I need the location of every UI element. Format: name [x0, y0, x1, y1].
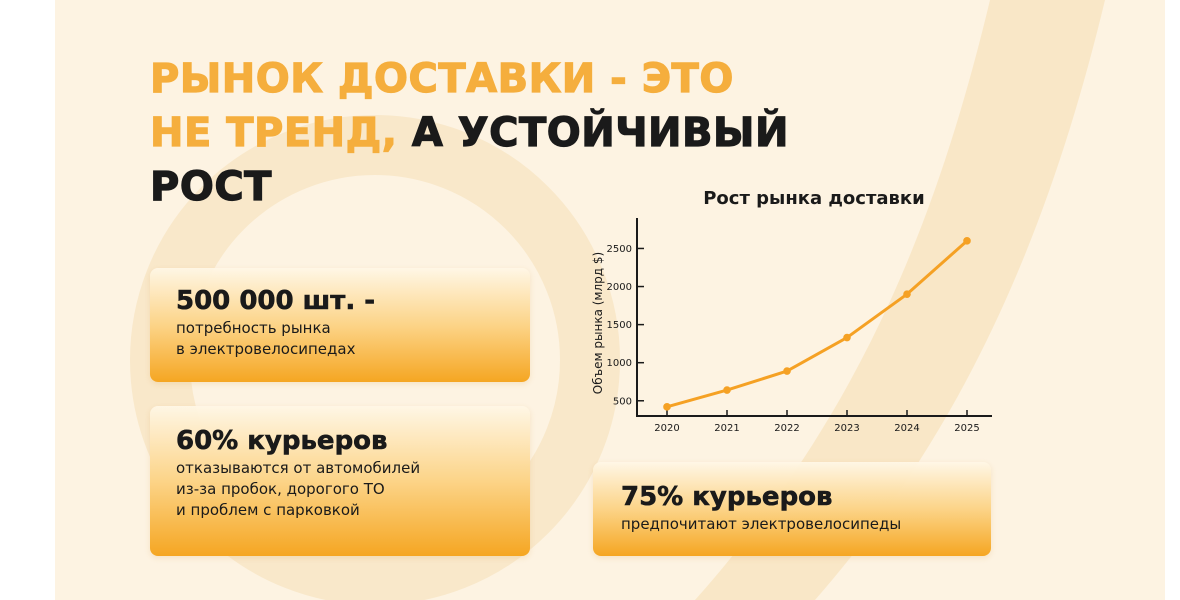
stat-card-text-line: предпочитают электровелосипеды — [621, 515, 902, 533]
y-tick-label: 500 — [613, 396, 632, 407]
stat-card-bikes-demand: 500 000 шт. - потребность рынка в электр… — [150, 268, 530, 382]
infographic-panel: Рынок доставки - это не тренд, а устойчив… — [55, 0, 1165, 600]
data-point-2021 — [723, 386, 731, 394]
x-tick-label: 2025 — [954, 423, 979, 434]
stat-card-text-line: отказываются от автомобилей — [176, 459, 421, 477]
stat-card-couriers-ebikes: 75% курьеров предпочитают электровелосип… — [593, 462, 991, 556]
stat-card-text-line: и проблем с парковкой — [176, 501, 360, 519]
headline-accent-line-1: Рынок доставки - это — [149, 55, 734, 102]
y-axis-ticks: 500 1000 1500 2000 2500 — [607, 244, 644, 407]
y-tick-label: 1500 — [607, 320, 632, 331]
y-tick-label: 2000 — [607, 282, 632, 293]
x-tick-label: 2024 — [894, 423, 919, 434]
data-point-2020 — [663, 403, 671, 411]
stat-card-text-line: потребность рынка — [176, 319, 331, 337]
y-tick-label: 2500 — [607, 244, 632, 255]
x-tick-label: 2023 — [834, 423, 859, 434]
market-growth-chart: Рост рынка доставки Объем рынка (млрд $)… — [591, 188, 992, 434]
stat-card-text-line: в электровелосипедах — [176, 340, 356, 358]
headline-dark-line-3: рост — [149, 163, 272, 210]
y-tick-label: 1000 — [607, 358, 632, 369]
stat-card-title: 75% курьеров — [621, 482, 833, 513]
page-headline: Рынок доставки - это не тренд, а устойчив… — [149, 52, 910, 214]
x-tick-label: 2020 — [654, 423, 679, 434]
headline-dark-line-2: а устойчивый — [397, 109, 789, 156]
chart-title: Рост рынка доставки — [703, 188, 925, 209]
data-point-2023 — [843, 333, 851, 342]
stat-card-couriers-cars: 60% курьеров отказываются от автомобилей… — [150, 406, 530, 556]
x-axis-ticks: 2020 2021 2022 2023 2024 2025 — [654, 410, 980, 434]
y-axis-title: Объем рынка (млрд $) — [591, 252, 605, 394]
stat-card-title: 60% курьеров — [176, 426, 388, 457]
data-point-2022 — [783, 367, 791, 375]
headline-accent-line-2: не тренд, — [149, 109, 398, 156]
series-line-market-volume — [665, 239, 969, 409]
series-points — [663, 237, 971, 411]
stat-card-title: 500 000 шт. - — [176, 286, 376, 317]
data-point-2024 — [903, 290, 911, 298]
x-tick-label: 2021 — [714, 423, 739, 434]
x-tick-label: 2022 — [774, 423, 799, 434]
data-point-2025 — [963, 237, 971, 245]
stat-card-text-line: из-за пробок, дорогого ТО — [176, 480, 385, 498]
